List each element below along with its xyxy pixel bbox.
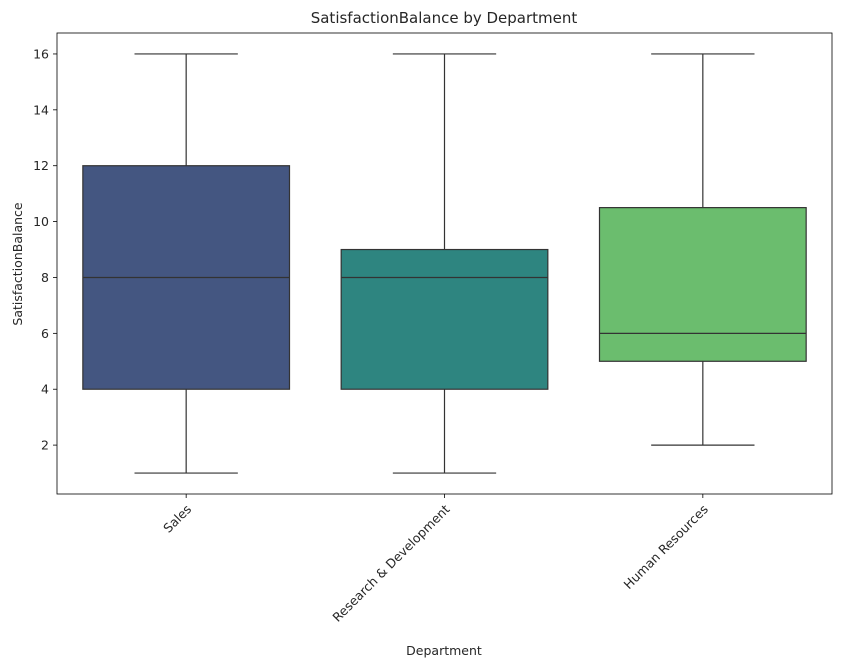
x-tick-label: Human Resources [621,502,711,592]
y-axis-label: SatisfactionBalance [10,202,25,326]
y-tick-label: 8 [41,270,49,285]
y-tick-label: 14 [33,102,49,117]
y-tick-label: 6 [41,326,49,341]
y-tick-label: 16 [33,46,49,61]
box-iqr [340,248,549,390]
plot-area: 2 4 6 8 10 12 14 16 Sales Research & Development H… [33,32,833,625]
y-tick-label: 10 [33,214,49,229]
x-axis-label: Department [406,643,482,658]
x-tick-label: Sales [160,502,194,536]
chart-title: SatisfactionBalance by Department [311,9,578,27]
y-tick-label: 2 [41,438,49,453]
y-tick-label: 4 [41,382,49,397]
x-tick-label: Research & Development [329,501,452,624]
box-iqr [598,207,807,362]
y-tick-label: 12 [33,158,49,173]
